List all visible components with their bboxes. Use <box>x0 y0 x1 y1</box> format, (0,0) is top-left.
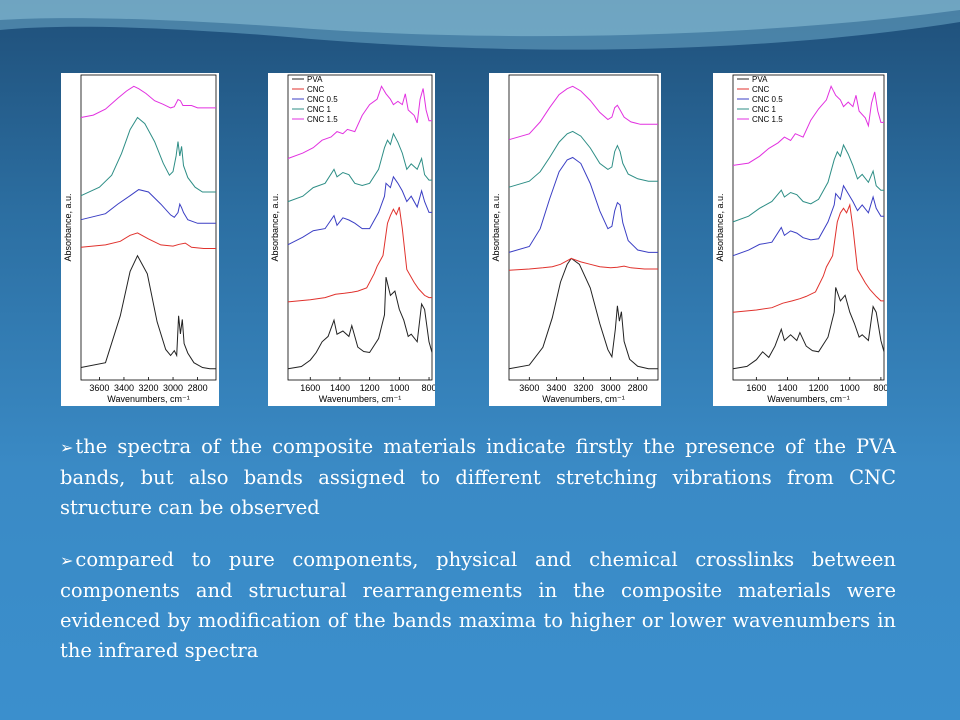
x-tick-label: 3400 <box>114 383 134 393</box>
series-line-pva <box>287 276 433 370</box>
arrow-bullet-icon: ➢ <box>60 551 74 570</box>
x-tick-label: 3000 <box>601 383 621 393</box>
y-axis-label: Absorbance, a.u. <box>270 193 280 261</box>
chart-panel-4: 1600 1400 1200 1000 800 Wavenumbers, cm⁻¹ Abso… <box>713 73 887 406</box>
x-axis-label: Wavenumbers, cm⁻¹ <box>319 394 401 404</box>
legend-label: PVA <box>752 75 768 84</box>
x-tick-label: 3200 <box>573 383 593 393</box>
series-line-cnc-0-5 <box>80 189 216 224</box>
x-tick-label: 1400 <box>330 383 350 393</box>
x-axis-label: Wavenumbers, cm⁻¹ <box>542 394 624 404</box>
x-tick-label: 3200 <box>138 383 158 393</box>
series-line-cnc-1 <box>80 116 216 197</box>
arrow-bullet-icon: ➢ <box>60 438 74 457</box>
chart-panel-1: 3600 3400 3200 3000 2800 Wavenumbers, cm⁻¹ Abs… <box>61 73 219 406</box>
legend-label: CNC 1.5 <box>307 115 338 124</box>
legend-label: CNC 1.5 <box>752 115 783 124</box>
x-tick-label: 1400 <box>777 383 797 393</box>
chart-panel-2: 1600 1400 1200 1000 800 Wavenumbers, cm⁻¹ Abso… <box>268 73 435 406</box>
x-tick-label: 800 <box>873 383 887 393</box>
x-tick-label: 2800 <box>188 383 208 393</box>
series-line-cnc-1-5 <box>287 85 432 159</box>
legend-label: PVA <box>307 75 323 84</box>
bullet-text-2: compared to pure components, physical an… <box>60 548 896 662</box>
legend-label: CNC 0.5 <box>752 95 783 104</box>
x-tick-label: 1200 <box>360 383 380 393</box>
bullet-item-2: ➢ compared to pure components, physical a… <box>60 545 896 666</box>
series-line-cnc <box>80 232 216 249</box>
series-line-cnc-1-5 <box>732 85 884 166</box>
x-tick-label: 3400 <box>546 383 566 393</box>
series-line-cnc-1-5 <box>80 85 216 118</box>
chart-3: 3600 3400 3200 3000 2800 Wavenumbers, cm⁻¹ Abs… <box>491 74 659 404</box>
series-line-pva <box>732 287 885 370</box>
x-tick-label: 2800 <box>628 383 648 393</box>
chart-panel-3: 3600 3400 3200 3000 2800 Wavenumbers, cm⁻¹ Abs… <box>489 73 661 406</box>
series-line-cnc-0-5 <box>732 184 884 257</box>
legend-label: CNC <box>307 85 325 94</box>
x-tick-label: 1000 <box>840 383 860 393</box>
bullet-list: ➢ the spectra of the composite materials … <box>60 432 896 688</box>
series-line-cnc-1 <box>287 132 432 203</box>
x-tick-label: 1600 <box>746 383 766 393</box>
series-line-pva <box>508 257 658 370</box>
plot-frame <box>80 74 217 381</box>
plot-frame <box>732 74 885 381</box>
x-axis-label: Wavenumbers, cm⁻¹ <box>767 394 849 404</box>
x-tick-label: 1600 <box>300 383 320 393</box>
series-line-cnc-1 <box>508 130 658 188</box>
series-line-pva <box>80 254 216 370</box>
y-axis-label: Absorbance, a.u. <box>491 193 501 261</box>
chart-2: 1600 1400 1200 1000 800 Wavenumbers, cm⁻¹ Abso… <box>270 74 435 404</box>
plot-frame <box>287 74 433 381</box>
y-axis-label: Absorbance, a.u. <box>63 193 73 261</box>
x-tick-label: 3000 <box>163 383 183 393</box>
legend-label: CNC <box>752 85 770 94</box>
series-line-cnc <box>732 202 884 313</box>
x-tick-label: 1000 <box>389 383 409 393</box>
series-line-cnc <box>287 206 432 303</box>
bullet-text-1: the spectra of the composite materials i… <box>60 435 896 519</box>
chart-4: 1600 1400 1200 1000 800 Wavenumbers, cm⁻¹ Abso… <box>715 74 887 404</box>
bullet-item-1: ➢ the spectra of the composite materials … <box>60 432 896 523</box>
x-tick-label: 3600 <box>519 383 539 393</box>
legend-label: CNC 1 <box>307 105 332 114</box>
legend-label: CNC 1 <box>752 105 777 114</box>
x-tick-label: 1200 <box>809 383 829 393</box>
y-axis-label: Absorbance, a.u. <box>715 193 725 261</box>
series-line-cnc-1 <box>732 143 884 223</box>
plot-frame <box>508 74 659 381</box>
series-line-cnc <box>508 257 658 271</box>
series-line-cnc-1-5 <box>508 85 658 141</box>
x-tick-label: 3600 <box>89 383 109 393</box>
x-axis-label: Wavenumbers, cm⁻¹ <box>107 394 189 404</box>
series-line-cnc-0-5 <box>508 156 658 253</box>
series-line-cnc-0-5 <box>287 175 432 246</box>
legend-label: CNC 0.5 <box>307 95 338 104</box>
x-tick-label: 800 <box>422 383 435 393</box>
